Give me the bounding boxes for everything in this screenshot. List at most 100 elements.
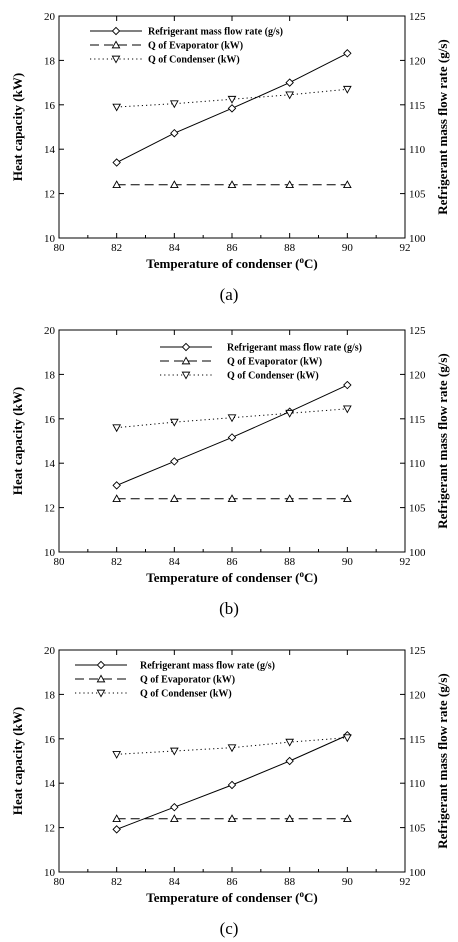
series-2-point — [285, 814, 295, 823]
y-right-tick-label: 115 — [409, 100, 426, 112]
y-right-tick-label: 110 — [409, 458, 426, 470]
y-left-axis-title: Heat capacity (kW) — [10, 707, 25, 815]
y-left-tick-label: 14 — [44, 778, 56, 790]
series-1-point — [112, 825, 121, 834]
y-left-tick-label: 20 — [44, 325, 56, 337]
y-left-tick-label: 18 — [44, 689, 56, 701]
series-line-3 — [116, 408, 348, 429]
x-tick-label: 92 — [400, 876, 411, 888]
legend-marker-2 — [111, 40, 121, 49]
y-left-axis-title: Heat capacity (kW) — [10, 73, 25, 181]
legend-marker-1 — [96, 660, 106, 670]
x-tick-label: 88 — [284, 242, 296, 254]
y-right-tick-label: 125 — [409, 645, 426, 657]
series-1-point — [112, 481, 121, 490]
y-right-tick-label: 120 — [409, 55, 426, 67]
x-tick-label: 84 — [169, 242, 181, 254]
y-left-tick-label: 20 — [44, 645, 56, 657]
y-left-tick-label: 12 — [44, 189, 55, 201]
y-left-tick-label: 18 — [44, 369, 56, 381]
x-axis-title: Temperature of condenser (oC) — [146, 255, 317, 271]
legend-label-2: Q of Evaporator (kW) — [140, 675, 235, 686]
y-right-tick-label: 125 — [409, 11, 426, 23]
series-3-point — [285, 91, 295, 100]
series-1-point — [285, 78, 294, 87]
series-2-point — [169, 180, 179, 189]
y-left-tick-label: 12 — [44, 503, 55, 515]
x-tick-label: 90 — [342, 876, 354, 888]
y-right-tick-label: 110 — [409, 778, 426, 790]
x-tick-label: 90 — [342, 242, 354, 254]
x-tick-label: 82 — [111, 876, 122, 888]
y-right-axis-title: Refrigerant mass flow rate (g/s) — [435, 673, 450, 848]
y-right-axis-title: Refrigerant mass flow rate (g/s) — [435, 353, 450, 528]
legend-label-3: Q of Condenser (kW) — [148, 55, 240, 66]
series-3-point — [227, 95, 237, 104]
series-2-point — [285, 494, 295, 503]
series-2-point — [342, 180, 352, 189]
x-tick-label: 86 — [227, 242, 239, 254]
legend-marker-3 — [181, 371, 191, 380]
y-right-tick-label: 105 — [409, 189, 426, 201]
series-1-point — [285, 756, 294, 766]
x-axis-title: Temperature of condenser (oC) — [146, 889, 317, 905]
figure-caption: (c) — [220, 919, 239, 938]
series-3-point — [112, 751, 122, 759]
legend-label-1: Refrigerant mass flow rate (g/s) — [227, 343, 362, 354]
series-3-point — [112, 424, 122, 433]
series-2-point — [169, 814, 179, 823]
x-tick-label: 92 — [400, 242, 411, 254]
y-right-tick-label: 110 — [409, 144, 426, 156]
series-line-3 — [116, 88, 348, 108]
series-3-point — [227, 744, 237, 753]
series-3-point — [342, 405, 352, 414]
series-line-3 — [116, 737, 348, 755]
chart-panel-3: 80 82 84 86 88 90 92 10 12 14 16 18 20 100 105 110 115 12… — [10, 645, 450, 938]
x-tick-label: 82 — [111, 242, 122, 254]
y-right-tick-label: 115 — [409, 414, 426, 426]
legend-marker-3 — [111, 55, 121, 64]
series-1-point — [170, 457, 179, 466]
x-axis-title: Temperature of condenser (oC) — [146, 569, 317, 585]
y-left-tick-label: 10 — [44, 233, 56, 245]
y-right-tick-label: 100 — [409, 547, 426, 559]
series-2-point — [227, 814, 237, 823]
chart-panel-1: 80 82 84 86 88 90 92 10 12 14 16 18 20 100 105 110 115 12… — [10, 11, 450, 304]
x-tick-label: 84 — [169, 556, 181, 568]
x-tick-label: 90 — [342, 556, 354, 568]
legend-label-2: Q of Evaporator (kW) — [227, 357, 322, 368]
series-2-point — [112, 814, 122, 823]
legend-label-2: Q of Evaporator (kW) — [148, 41, 243, 52]
y-left-tick-label: 10 — [44, 547, 56, 559]
series-3-point — [169, 100, 179, 109]
x-tick-label: 84 — [169, 876, 181, 888]
y-left-tick-label: 18 — [44, 55, 56, 67]
series-1-point — [227, 780, 237, 790]
legend-label-3: Q of Condenser (kW) — [140, 689, 232, 700]
series-1-point — [227, 104, 237, 113]
chart-panel-2: 80 82 84 86 88 90 92 10 12 14 16 18 20 100 105 110 115 12… — [10, 325, 450, 618]
figure-caption: (b) — [219, 599, 239, 618]
y-right-tick-label: 105 — [409, 823, 426, 835]
y-left-tick-label: 16 — [44, 414, 56, 426]
series-1-point — [343, 380, 352, 390]
series-2-point — [112, 180, 122, 189]
series-2-point — [342, 494, 352, 503]
y-left-tick-label: 10 — [44, 867, 56, 879]
x-tick-label: 92 — [400, 556, 411, 568]
series-1-point — [227, 433, 237, 442]
y-left-tick-label: 14 — [44, 458, 56, 470]
figure-caption: (a) — [220, 285, 239, 304]
legend-label-1: Refrigerant mass flow rate (g/s) — [140, 661, 275, 672]
y-left-tick-label: 14 — [44, 144, 56, 156]
y-left-tick-label: 16 — [44, 100, 56, 112]
series-1-point — [343, 49, 352, 58]
y-right-tick-label: 100 — [409, 233, 426, 245]
x-tick-label: 88 — [284, 876, 296, 888]
x-tick-label: 82 — [111, 556, 122, 568]
series-2-point — [227, 494, 237, 503]
legend-marker-1 — [111, 26, 121, 36]
series-2-point — [112, 494, 122, 503]
x-tick-label: 80 — [54, 242, 66, 254]
